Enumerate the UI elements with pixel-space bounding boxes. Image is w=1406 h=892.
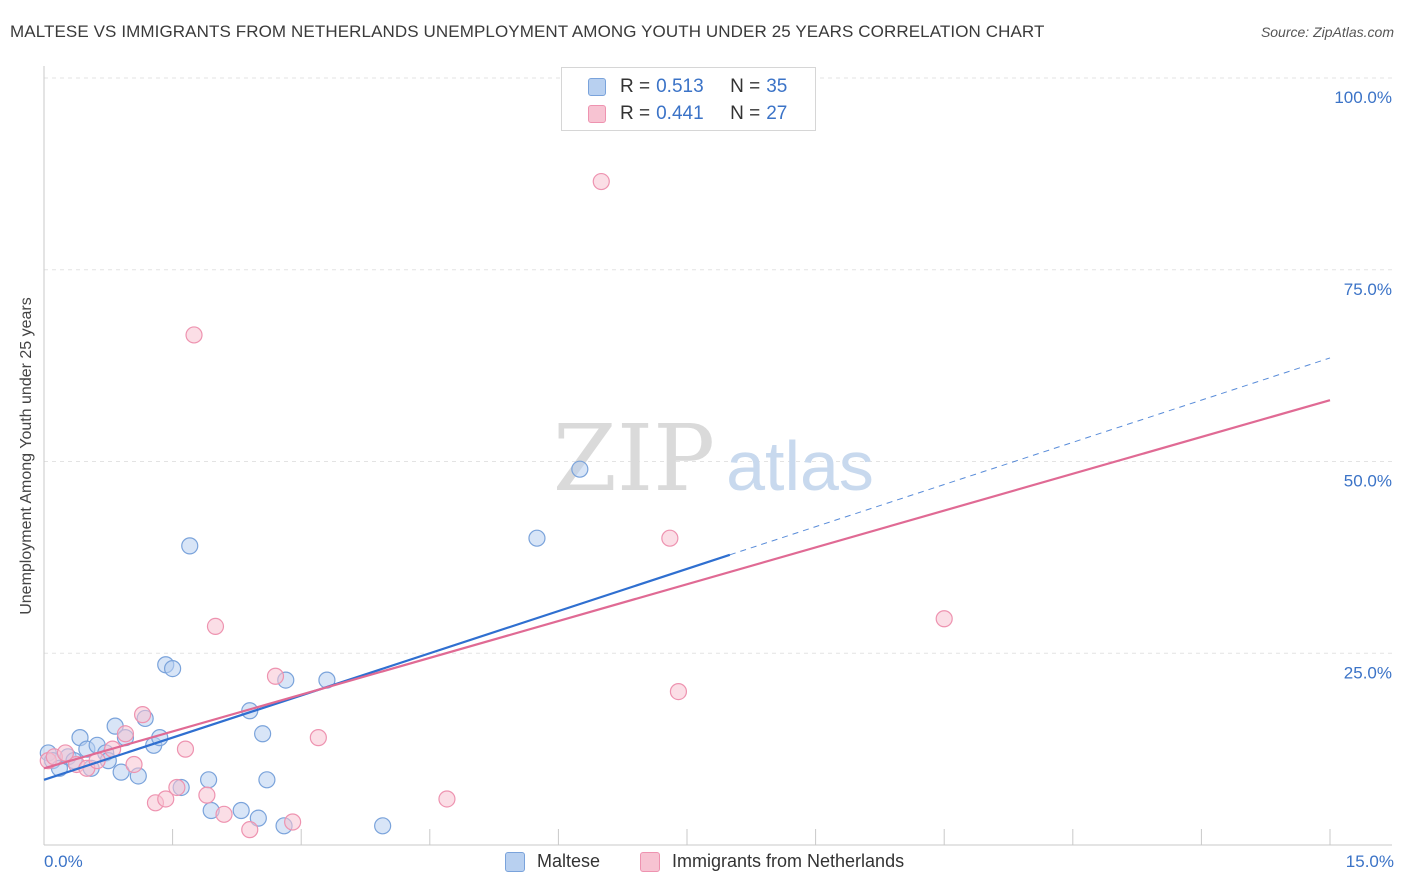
legend-label-maltese: Maltese — [537, 851, 601, 871]
y-tick-label: 75.0% — [1344, 280, 1392, 299]
trend-lines — [43, 357, 1331, 781]
y-tick-label: 50.0% — [1344, 472, 1392, 491]
maltese-trend-line — [43, 553, 731, 781]
maltese-point — [232, 801, 250, 820]
r-value: 0.441 — [656, 103, 704, 124]
netherlands-point — [592, 172, 610, 191]
netherlands-point — [176, 740, 195, 758]
data-points — [39, 172, 953, 839]
gridlines — [44, 77, 1392, 654]
netherlands-point — [935, 610, 953, 628]
netherlands-point — [669, 682, 688, 701]
n-value: 27 — [766, 103, 788, 124]
netherlands-point — [206, 617, 225, 636]
maltese-point — [164, 659, 182, 678]
watermark: ZIP atlas — [553, 405, 874, 512]
maltese-point — [112, 763, 130, 781]
maltese-point — [571, 460, 589, 478]
maltese-point — [181, 537, 199, 555]
watermark-zip: ZIP — [553, 405, 715, 512]
netherlands-point — [157, 790, 175, 808]
y-tick-labels: 25.0% 50.0% 75.0% 100.0% — [1334, 88, 1392, 682]
netherlands-point — [284, 813, 302, 831]
netherlands-point — [185, 326, 203, 344]
stats-legend: R = 0.513 N = 35 R = 0.441 N = 27 — [561, 67, 816, 131]
maltese-swatch — [505, 851, 525, 872]
maltese-point — [528, 529, 546, 547]
stats-row-netherlands: R = 0.441 N = 27 — [588, 103, 787, 125]
netherlands-point — [309, 729, 327, 747]
maltese-swatch — [588, 78, 606, 96]
netherlands-point — [438, 790, 456, 808]
y-tick-label: 25.0% — [1344, 663, 1392, 682]
maltese-point — [254, 725, 272, 743]
netherlands-point — [198, 786, 216, 804]
x-tick-label-min: 0.0% — [44, 852, 83, 871]
netherlands-point — [56, 744, 75, 762]
netherlands-point — [266, 667, 285, 685]
legend-item-maltese: Maltese — [505, 851, 600, 872]
netherlands-point — [133, 706, 152, 724]
netherlands-point — [215, 805, 233, 823]
netherlands-point — [125, 755, 143, 774]
axes — [43, 66, 1392, 846]
watermark-atlas: atlas — [726, 427, 874, 505]
maltese-point — [249, 809, 267, 827]
source-label: Source: ZipAtlas.com — [1260, 24, 1394, 40]
netherlands-point — [661, 529, 679, 547]
n-value: 35 — [766, 76, 788, 97]
stats-row-maltese: R = 0.513 N = 35 — [588, 76, 787, 98]
netherlands-point — [116, 725, 135, 743]
legend-label-netherlands: Immigrants from Netherlands — [672, 851, 905, 871]
n-label: N = — [730, 103, 761, 124]
chart-title: MALTESE VS IMMIGRANTS FROM NETHERLANDS U… — [10, 22, 1045, 41]
maltese-point — [258, 771, 276, 789]
maltese-point — [374, 817, 392, 835]
r-label: R = — [620, 76, 651, 97]
r-value: 0.513 — [656, 76, 704, 97]
maltese-point — [200, 771, 218, 789]
x-tick-label-max: 15.0% — [1345, 852, 1394, 871]
r-label: R = — [620, 103, 651, 124]
n-label: N = — [730, 76, 761, 97]
legend-item-netherlands: Immigrants from Netherlands — [640, 851, 904, 872]
y-tick-label: 100.0% — [1334, 88, 1392, 107]
netherlands-point — [168, 778, 186, 797]
y-axis-label: Unemployment Among Youth under 25 years — [18, 297, 35, 615]
netherlands-swatch — [588, 105, 606, 123]
netherlands-point — [241, 821, 259, 839]
series-legend: Maltese Immigrants from Netherlands — [0, 851, 1406, 877]
netherlands-swatch — [640, 851, 660, 872]
netherlands-trend-line — [43, 399, 1331, 770]
